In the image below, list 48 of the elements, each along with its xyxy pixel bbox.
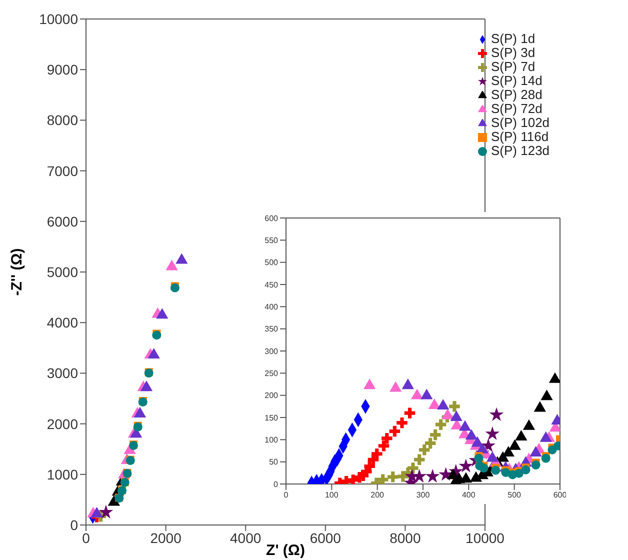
x-tick-label: 200 (370, 490, 385, 500)
x-tick-label: 10000 (466, 530, 505, 546)
x-tick-label: 8000 (390, 530, 421, 546)
x-tick-label: 4000 (230, 530, 262, 546)
y-tick-label: 4000 (46, 314, 78, 331)
y-tick-label: 500 (264, 258, 279, 268)
legend-label: S(P) 14d (491, 73, 542, 88)
y-tick-label: 350 (264, 324, 279, 334)
y-tick-label: 300 (264, 346, 279, 356)
x-tick-label: 600 (553, 490, 568, 500)
y-tick-label: 8000 (46, 112, 78, 128)
x-tick-label: 6000 (310, 530, 342, 546)
x-tick-label: 500 (508, 490, 522, 500)
y-tick-label: 150 (264, 413, 279, 422)
y-tick-label: 10000 (39, 10, 78, 27)
legend-label: S(P) 116d (491, 129, 549, 144)
y-tick-label: 50 (269, 458, 279, 467)
x-tick-label: 400 (462, 490, 476, 500)
y-tick-label: 6000 (46, 213, 78, 230)
legend-label: S(P) 7d (491, 59, 536, 74)
legend-label: S(P) 28d (491, 87, 542, 102)
y-tick-label: 550 (264, 236, 279, 246)
y-tick-label: 600 (264, 214, 279, 223)
x-tick-label: 0 (82, 530, 90, 546)
y-tick-label: 400 (264, 302, 279, 312)
y-tick-label: 7000 (46, 162, 78, 179)
y-tick-label: 250 (264, 369, 279, 378)
y-tick-label: 0 (274, 480, 279, 489)
legend-label: S(P) 1d (491, 31, 536, 46)
y-axis-title: -Z'' (Ω) (8, 248, 26, 296)
legend-label: S(P) 3d (491, 45, 536, 60)
x-tick-label: 100 (324, 490, 339, 500)
y-tick-label: 450 (264, 280, 279, 290)
y-tick-label: 200 (264, 391, 279, 400)
x-axis-title: Z' (Ω) (266, 542, 305, 559)
legend-label: S(P) 102d (491, 115, 550, 130)
y-tick-label: 0 (70, 516, 78, 533)
x-tick-label: 2000 (150, 530, 182, 546)
y-tick-label: 5000 (46, 264, 78, 280)
y-tick-label: 9000 (46, 62, 78, 78)
legend-label: S(P) 72d (491, 101, 542, 116)
x-tick-label: 0 (284, 490, 289, 500)
y-tick-label: 3000 (46, 365, 78, 382)
x-tick-label: 300 (416, 490, 430, 500)
legend-label: S(P) 123d (491, 143, 550, 158)
y-tick-label: 1000 (46, 466, 78, 482)
y-tick-label: 2000 (46, 416, 78, 432)
y-tick-label: 100 (264, 436, 279, 445)
